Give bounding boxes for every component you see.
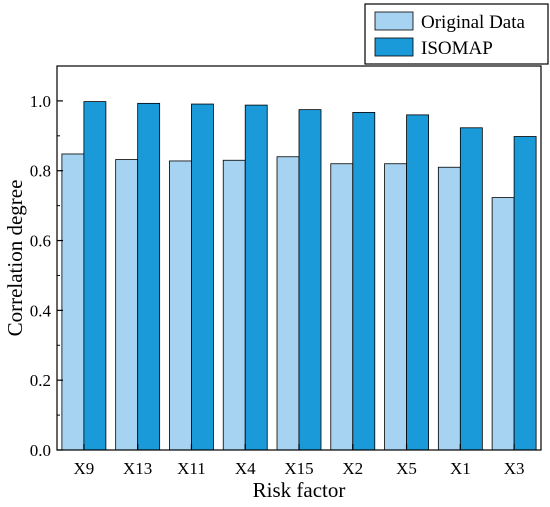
x-tick-label: X15 xyxy=(284,459,313,478)
x-tick-label: X3 xyxy=(504,459,525,478)
bar-isomap-x2 xyxy=(352,112,376,451)
legend-label-isomap: ISOMAP xyxy=(421,38,493,59)
x-tick-label: X5 xyxy=(396,459,417,478)
legend-swatch-isomap xyxy=(374,37,414,57)
legend-label-original-data: Original Data xyxy=(421,12,526,33)
x-axis: X9 X13 X11 X4 X15 X2 X5 X1 X3 xyxy=(73,444,525,478)
x-tick-label: X11 xyxy=(177,459,206,478)
bar-isomap-x11 xyxy=(191,103,214,451)
bar-original-data-x2 xyxy=(330,163,354,451)
y-axis: 0.0 0.2 0.4 0.6 0.8 1.0 xyxy=(30,65,63,460)
legend: Original Data ISOMAP xyxy=(364,3,549,65)
y-tick-label: 0.6 xyxy=(30,232,51,251)
bar-original-data-x9 xyxy=(61,153,85,451)
bar-isomap-x5 xyxy=(406,114,429,451)
y-tick-label: 0.8 xyxy=(30,162,51,181)
bars-group xyxy=(61,101,537,451)
y-tick-label: 0.2 xyxy=(30,371,51,390)
x-tick-label: X9 xyxy=(73,459,94,478)
legend-swatch-original-data xyxy=(374,11,414,31)
bar-isomap-x4 xyxy=(244,104,268,451)
y-tick-label: 0.4 xyxy=(30,301,52,320)
y-tick-label: 0.0 xyxy=(30,441,51,460)
bar-original-data-x3 xyxy=(491,197,515,451)
bar-isomap-x15 xyxy=(298,109,322,451)
bar-original-data-x5 xyxy=(384,163,407,451)
bar-original-data-x4 xyxy=(222,159,246,451)
y-tick-label: 1.0 xyxy=(30,92,51,111)
bar-isomap-x1 xyxy=(459,127,483,451)
bar-original-data-x11 xyxy=(169,160,192,451)
bar-isomap-x9 xyxy=(83,101,107,451)
bar-original-data-x15 xyxy=(276,156,300,451)
bar-isomap-x13 xyxy=(137,102,161,451)
bar-original-data-x1 xyxy=(437,166,461,451)
x-tick-label: X13 xyxy=(123,459,152,478)
x-axis-title: Risk factor xyxy=(253,478,346,502)
bar-original-data-x13 xyxy=(115,159,139,451)
x-tick-label: X2 xyxy=(342,459,363,478)
x-tick-label: X1 xyxy=(450,459,471,478)
y-axis-title: Correlation degree xyxy=(3,180,27,337)
bar-isomap-x3 xyxy=(513,136,537,451)
x-tick-label: X4 xyxy=(235,459,256,478)
